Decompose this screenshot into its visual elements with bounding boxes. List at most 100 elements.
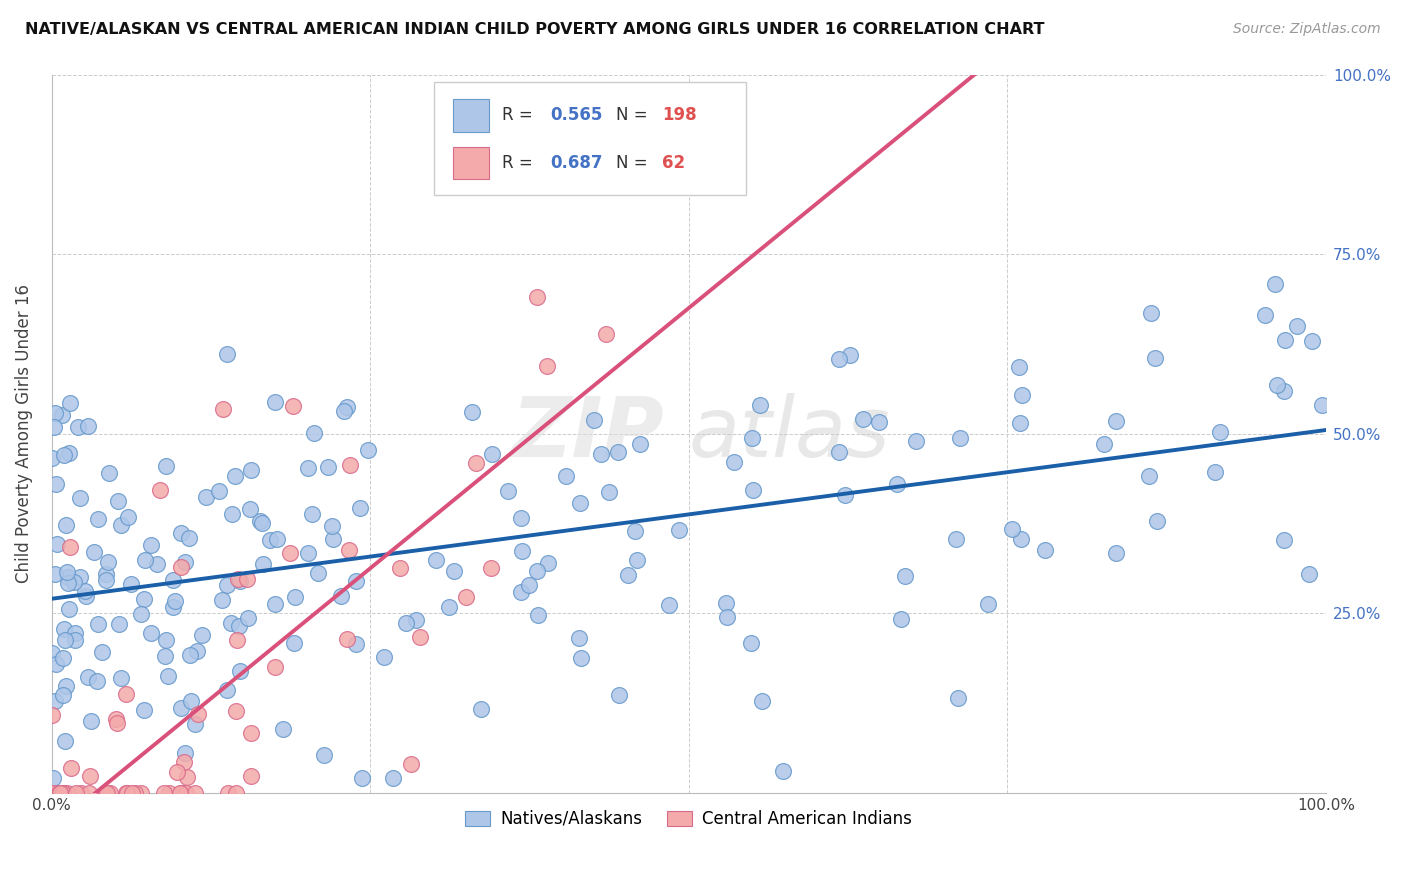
Point [120, 577, 142, 591]
Point [70, 786, 93, 800]
Point [868, 415, 890, 429]
Point [336, 400, 359, 414]
Text: R =: R = [502, 106, 537, 125]
Point [336, 632, 359, 646]
Point [470, 702, 492, 716]
Point [129, 786, 152, 800]
Y-axis label: Child Poverty Among Girls Under 16: Child Poverty Among Girls Under 16 [15, 284, 32, 583]
Point [163, 593, 186, 607]
Point [58, 602, 80, 616]
FancyBboxPatch shape [434, 82, 747, 195]
Point [49, 786, 72, 800]
Point [456, 591, 478, 605]
Point [568, 496, 591, 510]
Point [1208, 425, 1230, 439]
Point [157, 668, 180, 682]
Point [215, 683, 238, 698]
Point [828, 352, 851, 367]
Point [307, 566, 329, 580]
Point [129, 607, 152, 622]
Point [409, 630, 432, 644]
Point [607, 445, 630, 459]
Point [114, 687, 136, 701]
Point [949, 431, 972, 445]
Point [751, 694, 773, 708]
Point [598, 485, 620, 500]
Point [132, 591, 155, 606]
Point [425, 553, 447, 567]
Point [162, 574, 184, 588]
Point [187, 707, 209, 722]
Point [904, 434, 927, 448]
Point [52, 786, 75, 800]
Point [1272, 384, 1295, 399]
Point [617, 568, 640, 582]
Text: NATIVE/ALASKAN VS CENTRAL AMERICAN INDIAN CHILD POVERTY AMONG GIRLS UNDER 16 COR: NATIVE/ALASKAN VS CENTRAL AMERICAN INDIA… [25, 22, 1045, 37]
Point [41, 646, 63, 660]
Point [58, 569, 80, 583]
Point [526, 290, 548, 304]
Point [87, 511, 110, 525]
Point [174, 747, 197, 761]
Point [714, 596, 737, 610]
Point [42, 786, 65, 800]
Point [344, 637, 367, 651]
Point [1000, 522, 1022, 536]
Point [53, 632, 76, 647]
Point [510, 585, 533, 599]
Point [297, 461, 319, 475]
Point [316, 460, 339, 475]
Point [98, 786, 121, 800]
Point [658, 598, 681, 612]
Point [77, 786, 100, 800]
Point [80, 714, 103, 728]
Point [1312, 397, 1334, 411]
Text: 0.565: 0.565 [550, 106, 602, 125]
Point [77, 418, 100, 433]
Point [399, 757, 422, 772]
Point [1105, 546, 1128, 560]
Point [716, 610, 738, 624]
Point [110, 518, 132, 533]
Point [591, 447, 613, 461]
Point [157, 786, 180, 800]
Point [283, 636, 305, 650]
Point [948, 691, 970, 706]
Point [117, 510, 139, 524]
Point [517, 578, 540, 592]
Point [271, 723, 294, 737]
Point [1298, 567, 1320, 582]
Point [229, 574, 252, 588]
Point [527, 607, 550, 622]
Point [155, 458, 177, 473]
Point [132, 703, 155, 717]
Point [51, 409, 73, 423]
Point [595, 327, 617, 342]
Point [176, 771, 198, 785]
Point [1144, 351, 1167, 365]
Point [174, 555, 197, 569]
Point [221, 507, 243, 521]
Legend: Natives/Alaskans, Central American Indians: Natives/Alaskans, Central American India… [458, 804, 920, 835]
Point [668, 523, 690, 537]
Text: atlas: atlas [689, 393, 890, 474]
Point [53, 449, 76, 463]
Point [382, 772, 405, 786]
Point [630, 437, 652, 451]
Point [169, 786, 191, 800]
Point [190, 628, 212, 642]
Point [1146, 515, 1168, 529]
Point [225, 704, 247, 718]
Point [224, 468, 246, 483]
Point [186, 643, 208, 657]
Point [97, 555, 120, 569]
Point [228, 619, 250, 633]
Point [219, 615, 242, 630]
Point [240, 463, 263, 477]
Point [52, 651, 75, 665]
Point [217, 786, 239, 800]
Point [239, 769, 262, 783]
Point [63, 632, 86, 647]
Point [332, 403, 354, 417]
Point [58, 576, 80, 591]
